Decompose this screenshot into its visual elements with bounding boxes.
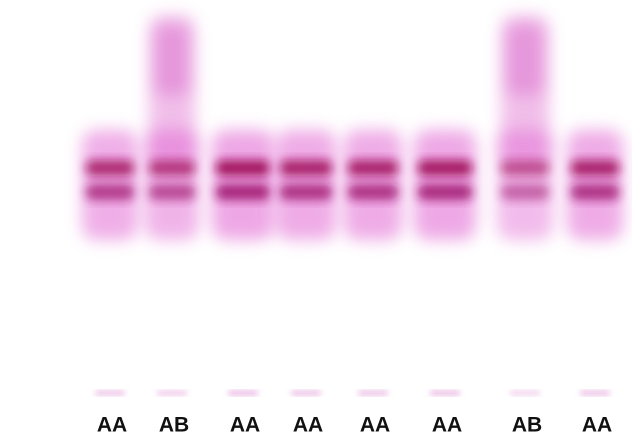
band-lower [216,184,270,200]
lane [497,15,553,395]
lanes [82,15,623,395]
band-upper [571,160,619,176]
band-lower [348,184,398,200]
band-upper [418,160,472,176]
band-lower [418,184,472,200]
band-upper [216,160,270,176]
lane-label: AB [159,414,189,437]
band-upper [280,160,332,176]
band-upper [501,160,549,176]
lane-label: AA [360,414,390,437]
well-mark [358,391,388,395]
lane-label: AA [582,414,612,437]
well-mark [580,391,610,395]
lane [414,130,476,395]
lane [212,130,274,395]
band-upper [348,160,398,176]
well-mark [228,391,258,395]
well-mark [95,391,125,395]
band-upper [86,160,134,176]
lane-label: AA [97,414,127,437]
lane [567,130,623,395]
lane-label: AB [512,414,542,437]
smear-core [507,25,543,95]
lane [344,130,402,395]
lane [145,15,199,395]
band-lower [501,184,549,200]
band-lower [280,184,332,200]
band-lower [571,184,619,200]
lane-label: AA [432,414,462,437]
smear-core [155,25,189,95]
lane-label: AA [293,414,323,437]
well-mark [291,391,321,395]
lane [82,130,138,395]
band-lower [86,184,134,200]
well-mark [430,391,460,395]
band-upper [149,160,195,176]
band-lower [149,184,195,200]
lane-label: AA [230,414,260,437]
well-mark [157,391,187,395]
lane-labels: AA AB AA AA AA AA AB AA [97,414,612,437]
lane [276,130,336,395]
well-mark [510,391,540,395]
